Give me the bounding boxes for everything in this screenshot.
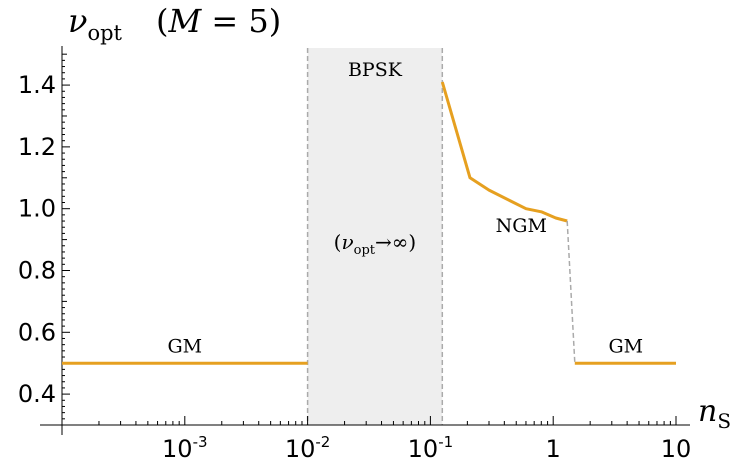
- axes: [40, 46, 690, 435]
- bpsk-region: [307, 48, 443, 425]
- dashed-connector: [566, 221, 576, 364]
- y-tick-label: 0.4: [18, 380, 56, 408]
- nu-opt-infinity-note: (νopt→∞): [334, 230, 417, 258]
- annotation-gm: GM: [167, 335, 202, 357]
- series-ngm: [440, 81, 568, 223]
- x-axis-label: nS: [698, 394, 731, 433]
- shaded-region: [306, 48, 444, 425]
- x-tick-label: 10-2: [285, 433, 331, 463]
- x-tick-label: 10-1: [408, 433, 454, 463]
- annotation-ngm: NGM: [496, 215, 547, 237]
- annotation-gm: GM: [608, 335, 643, 357]
- x-tick-label: 1: [546, 435, 561, 463]
- y-tick-label: 1.4: [18, 71, 56, 99]
- y-tick-label: 1.2: [18, 133, 56, 161]
- y-tick-label: 0.8: [18, 256, 56, 284]
- text-layer: 0.4 0.6 0.8 1.0 1.2 1.4 10-3 10-2 10-1 1 10 BPSK (νo…: [18, 2, 731, 463]
- chart-title: νopt (M = 5): [68, 2, 281, 45]
- y-tick-label: 1.0: [18, 195, 56, 223]
- x-tick-label: 10-3: [162, 433, 208, 463]
- y-tick-label: 0.6: [18, 318, 56, 346]
- x-tick-label: 10: [661, 435, 692, 463]
- bpsk-label: BPSK: [348, 59, 403, 81]
- series-layer: [62, 81, 676, 365]
